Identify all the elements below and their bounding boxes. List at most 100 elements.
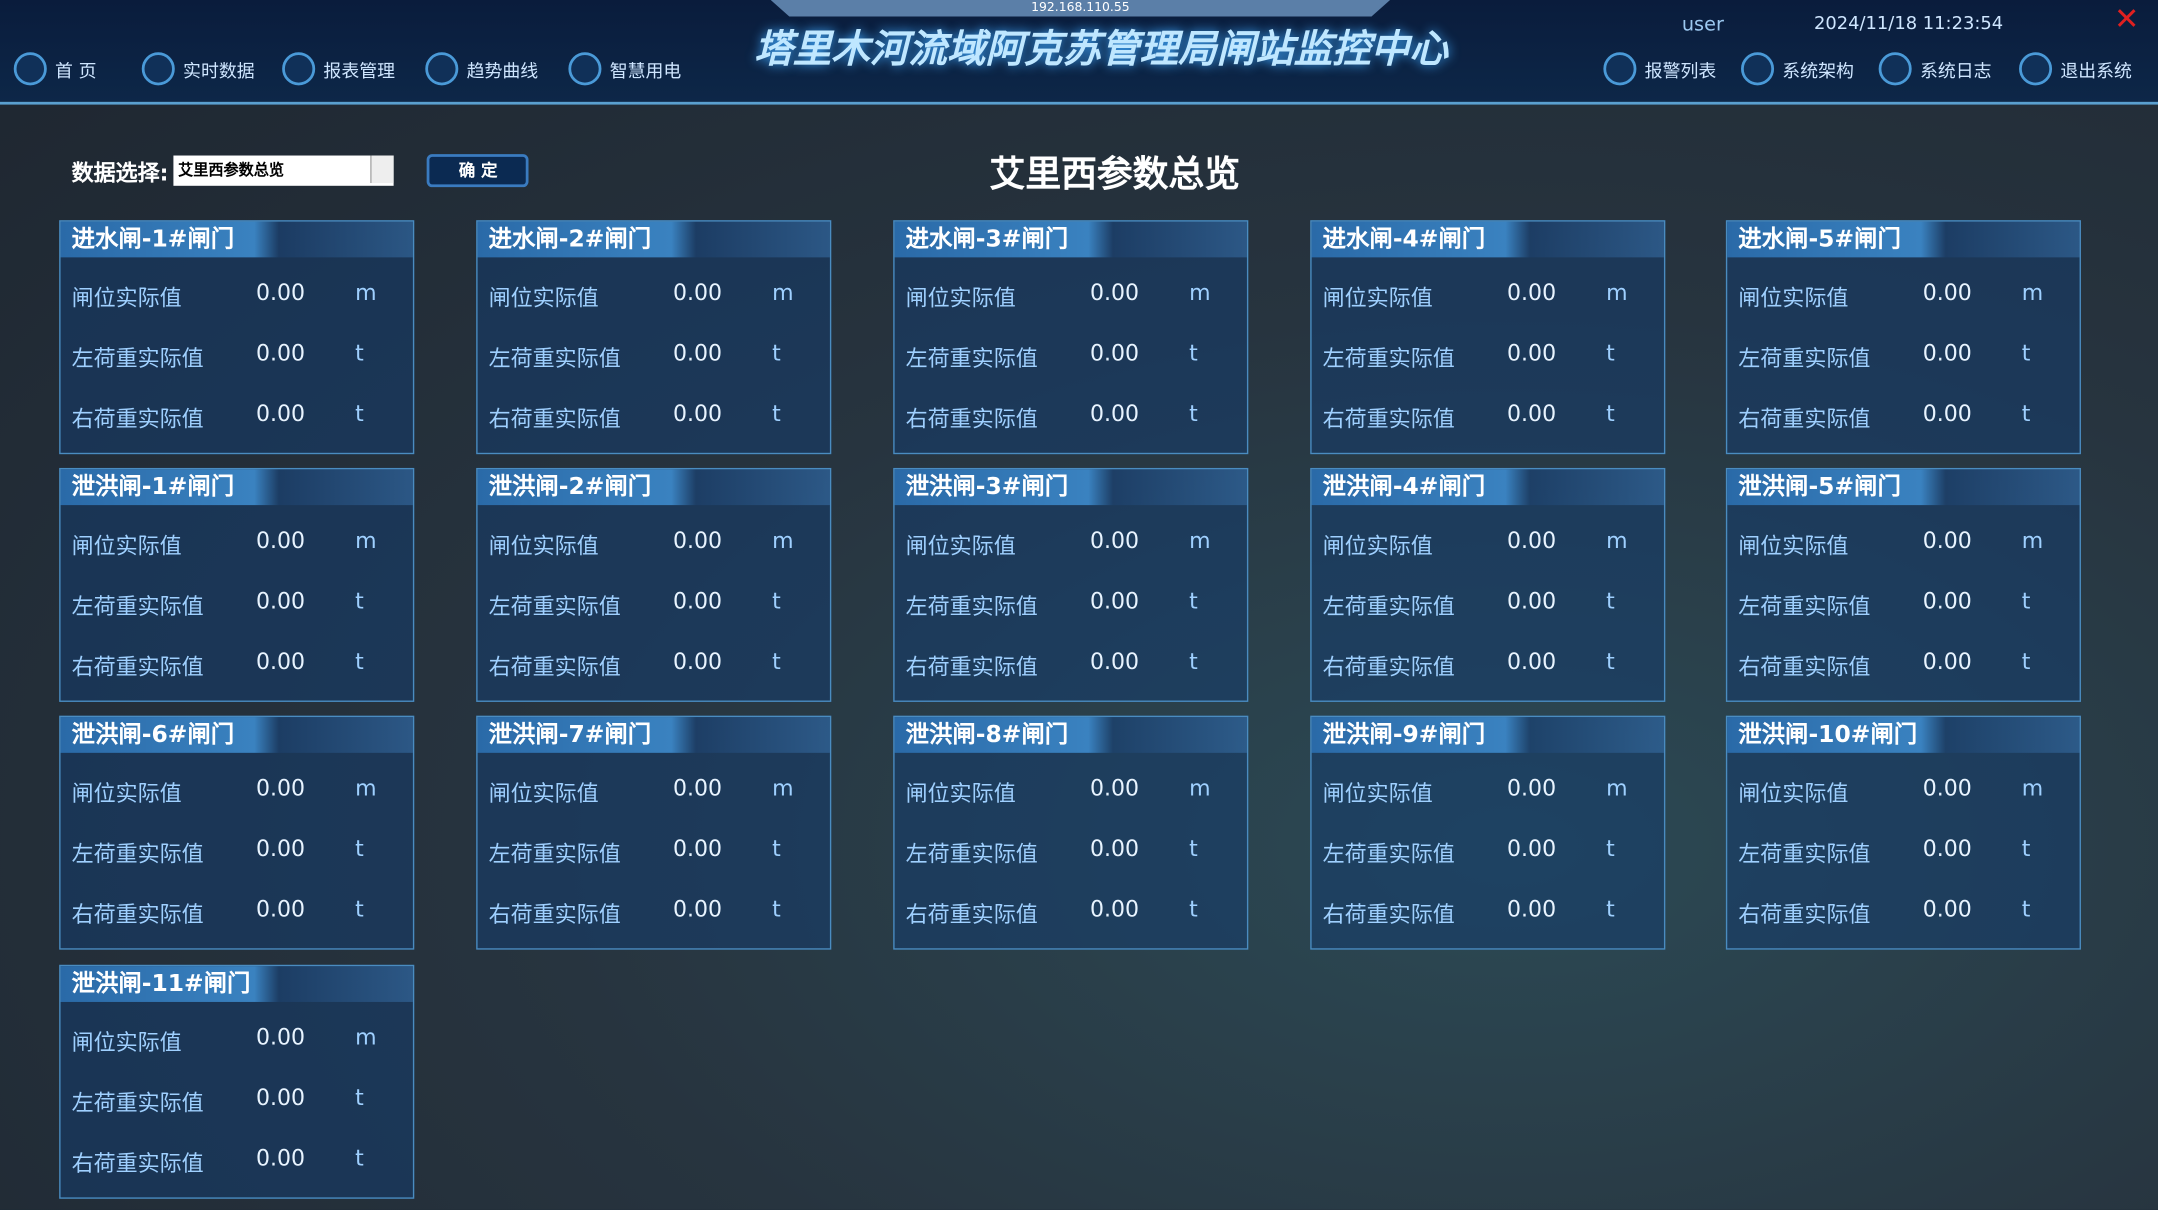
param-label: 闸位实际值 [71,532,182,559]
param-value: 0.00 [1922,400,1972,427]
user[interactable]: user [1681,13,1724,36]
param-unit: m [2021,527,2044,554]
param-label: 左荷重实际值 [905,345,1038,372]
nav-label: 实时数据 [183,61,255,82]
param-unit: t [1606,587,1615,614]
gate-panel: 泄洪闸-11#闸门 闸位实际值 0.00 m 左荷重实际值 0.00 t 右荷重实际值 0.00… [59,964,415,1199]
param-unit: t [355,1145,364,1172]
param-value: 0.00 [1922,587,1972,614]
param-label: 闸位实际值 [488,780,599,807]
data-select[interactable]: 艾里西参数总览 [173,155,395,186]
gate-panel: 泄洪闸-3#闸门 闸位实际值 0.00 m 左荷重实际值 0.00 t 右荷重实际值 0.00 t [893,467,1249,702]
param-label: 左荷重实际值 [1322,593,1455,620]
param-value: 0.00 [1507,835,1557,862]
panel-title: 进水闸-1#闸门 [60,221,413,258]
panel-title: 泄洪闸-11#闸门 [60,966,413,1002]
param-value: 0.00 [1507,587,1557,614]
param-unit: t [1189,339,1198,367]
nav-icon [2019,52,2053,86]
gate-panel: 泄洪闸-6#闸门 闸位实际值 0.00 m 左荷重实际值 0.00 t 右荷重实际值 0.00 t [59,715,415,950]
param-unit: m [355,774,377,802]
nav-item[interactable]: 系统架构 [1741,52,1854,86]
confirm-button[interactable]: 确 定 [427,154,530,188]
param-unit: t [355,648,364,675]
panel-title: 泄洪闸-3#闸门 [894,469,1247,506]
param-value: 0.00 [1090,400,1140,427]
nav-label: 报警列表 [1644,61,1717,82]
param-label: 左荷重实际值 [488,840,621,868]
param-value: 0.00 [1922,774,1972,802]
gate-panel: 泄洪闸-10#闸门 闸位实际值 0.00 m 左荷重实际值 0.00 t 右荷重实际值 0.00… [1725,715,2081,950]
param-value: 0.00 [255,400,306,427]
select-label: 数据选择: [71,159,169,186]
param-unit: m [1189,279,1211,306]
param-label: 右荷重实际值 [71,1150,204,1177]
panel-title: 泄洪闸-7#闸门 [477,717,830,753]
param-label: 右荷重实际值 [1738,653,1871,680]
param-unit: t [2021,835,2031,862]
param-unit: t [2021,339,2031,367]
param-label: 左荷重实际值 [71,345,204,372]
param-label: 左荷重实际值 [71,840,204,868]
param-label: 右荷重实际值 [1322,406,1455,433]
param-label: 右荷重实际值 [488,406,621,433]
param-label: 左荷重实际值 [1322,345,1455,372]
param-value: 0.00 [673,587,723,614]
nav-item[interactable]: 系统日志 [1878,52,1992,86]
param-label: 右荷重实际值 [905,406,1038,433]
param-unit: t [772,339,781,367]
gate-panel: 进水闸-4#闸门 闸位实际值 0.00 m 左荷重实际值 0.00 t 右荷重实际值 0.00 t [1310,220,1666,455]
param-value: 0.00 [1922,279,1972,306]
param-label: 闸位实际值 [1738,532,1849,559]
nav-item[interactable]: 退出系统 [2019,52,2132,86]
param-unit: t [772,587,781,614]
param-unit: t [1189,587,1198,614]
nav-label: 退出系统 [2060,61,2132,82]
param-unit: t [1189,400,1198,427]
param-unit: t [1606,835,1615,862]
nav-item[interactable]: 趋势曲线 [425,52,538,86]
param-value: 0.00 [673,527,723,554]
nav-icon [568,52,602,86]
panel-title: 进水闸-2#闸门 [477,221,830,258]
param-unit: t [1606,895,1615,923]
param-label: 左荷重实际值 [71,593,204,620]
gate-panel: 泄洪闸-9#闸门 闸位实际值 0.00 m 左荷重实际值 0.00 t 右荷重实际值 0.00 t [1310,715,1666,950]
nav-item[interactable]: 智慧用电 [568,52,682,86]
nav-item[interactable]: 报表管理 [282,52,395,86]
nav-label: 智慧用电 [609,61,682,82]
param-unit: m [2021,279,2044,306]
panel-title: 进水闸-3#闸门 [894,221,1247,258]
param-value: 0.00 [1090,895,1140,923]
param-label: 闸位实际值 [488,532,599,559]
param-unit: t [1189,835,1198,862]
nav-item[interactable]: 报警列表 [1603,52,1717,86]
param-unit: m [1606,279,1628,306]
param-value: 0.00 [255,527,306,554]
gate-panel: 进水闸-3#闸门 闸位实际值 0.00 m 左荷重实际值 0.00 t 右荷重实际值 0.00 t [893,220,1249,455]
nav-item[interactable]: 实时数据 [141,52,255,86]
param-label: 左荷重实际值 [1322,840,1455,868]
nav-icon [282,52,316,86]
param-unit: m [1189,774,1211,802]
gate-panel: 泄洪闸-2#闸门 闸位实际值 0.00 m 左荷重实际值 0.00 t 右荷重实际值 0.00 t [476,467,832,702]
remote-bar: 192.168.110.55 [770,0,1391,17]
param-value: 0.00 [1922,527,1972,554]
param-unit: t [355,835,364,862]
param-unit: m [355,527,377,554]
param-unit: t [1606,339,1615,367]
param-unit: t [2021,895,2031,923]
close-button[interactable]: ✕ [2113,2,2140,38]
panel-title: 泄洪闸-4#闸门 [1311,469,1664,506]
param-label: 右荷重实际值 [905,653,1038,680]
param-label: 闸位实际值 [905,532,1016,559]
gate-panel: 进水闸-5#闸门 闸位实际值 0.00 m 左荷重实际值 0.00 t 右荷重实际值 0.00 t [1725,220,2081,455]
nav-label: 系统日志 [1919,61,1992,82]
param-value: 0.00 [255,774,306,802]
param-label: 左荷重实际值 [905,593,1038,620]
param-value: 0.00 [1507,400,1557,427]
nav-item[interactable]: 首 页 [13,52,97,86]
param-unit: t [1606,648,1615,675]
param-value: 0.00 [673,400,723,427]
